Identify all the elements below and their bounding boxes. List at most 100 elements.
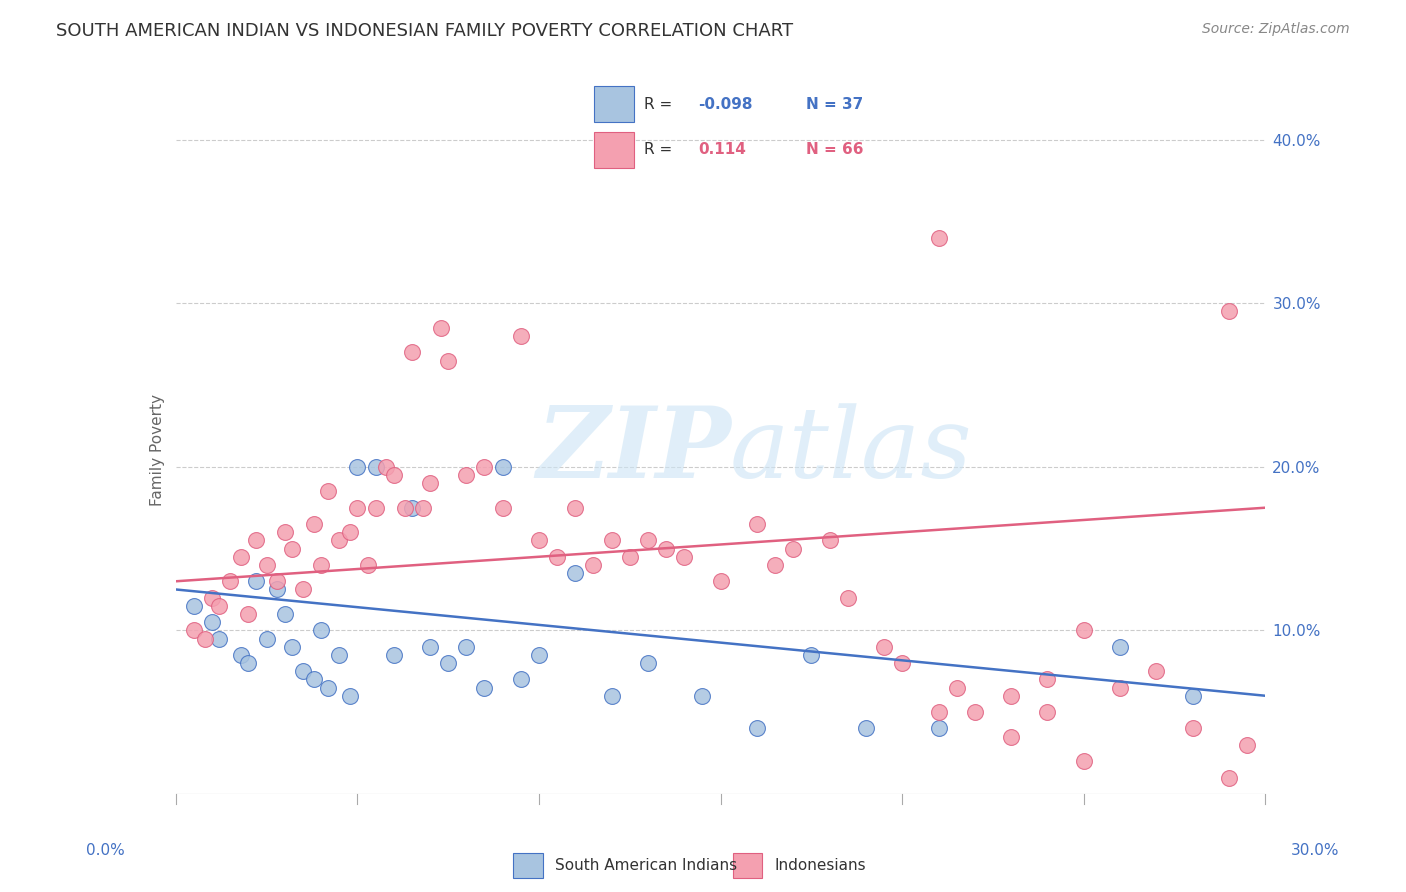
Point — [201, 615, 224, 630]
Text: R =: R = — [644, 97, 678, 112]
Point — [357, 558, 380, 572]
Point — [419, 640, 441, 654]
FancyBboxPatch shape — [733, 853, 762, 878]
Point — [564, 566, 586, 580]
Point — [1036, 673, 1059, 687]
Point — [782, 541, 804, 556]
Point — [1109, 681, 1132, 695]
Point — [492, 500, 515, 515]
Point — [401, 500, 423, 515]
Point — [437, 353, 460, 368]
Point — [1073, 624, 1095, 638]
Point — [928, 705, 950, 719]
Point — [302, 516, 325, 531]
Point — [1181, 722, 1204, 736]
Point — [339, 689, 361, 703]
Point — [1181, 689, 1204, 703]
Point — [364, 459, 387, 474]
Text: South American Indians: South American Indians — [555, 858, 738, 872]
Point — [474, 681, 496, 695]
Point — [763, 558, 786, 572]
Point — [339, 525, 361, 540]
Point — [309, 558, 332, 572]
Point — [818, 533, 841, 548]
Point — [231, 648, 253, 662]
Point — [527, 533, 550, 548]
Point — [194, 632, 217, 646]
Point — [1000, 730, 1022, 744]
Point — [963, 705, 986, 719]
Point — [456, 467, 478, 482]
Point — [1218, 771, 1240, 785]
Point — [266, 574, 288, 589]
Point — [456, 640, 478, 654]
Point — [281, 640, 304, 654]
Point — [509, 673, 531, 687]
Point — [419, 476, 441, 491]
Point — [945, 681, 967, 695]
Point — [302, 673, 325, 687]
Point — [430, 321, 453, 335]
Point — [928, 231, 950, 245]
Point — [318, 484, 340, 499]
Point — [231, 549, 253, 564]
Point — [928, 722, 950, 736]
Text: atlas: atlas — [730, 403, 973, 498]
Point — [1073, 754, 1095, 768]
Point — [183, 624, 205, 638]
Point — [266, 582, 288, 597]
Text: ZIP: ZIP — [536, 402, 731, 499]
Point — [274, 607, 297, 621]
Point — [509, 329, 531, 343]
Point — [564, 500, 586, 515]
Point — [710, 574, 733, 589]
Point — [364, 500, 387, 515]
Point — [281, 541, 304, 556]
Point — [1218, 304, 1240, 318]
Point — [401, 345, 423, 359]
Point — [1236, 738, 1258, 752]
Point — [637, 533, 659, 548]
Text: SOUTH AMERICAN INDIAN VS INDONESIAN FAMILY POVERTY CORRELATION CHART: SOUTH AMERICAN INDIAN VS INDONESIAN FAMI… — [56, 22, 793, 40]
Point — [692, 689, 714, 703]
Point — [375, 459, 398, 474]
Point — [291, 664, 314, 679]
Point — [256, 558, 278, 572]
Point — [891, 656, 914, 670]
Point — [600, 533, 623, 548]
Point — [873, 640, 896, 654]
Text: N = 37: N = 37 — [806, 97, 863, 112]
Text: Source: ZipAtlas.com: Source: ZipAtlas.com — [1202, 22, 1350, 37]
Point — [855, 722, 877, 736]
Point — [1000, 689, 1022, 703]
Point — [673, 549, 696, 564]
Y-axis label: Family Poverty: Family Poverty — [149, 394, 165, 507]
Point — [600, 689, 623, 703]
Point — [245, 533, 267, 548]
Point — [245, 574, 267, 589]
Text: 0.0%: 0.0% — [86, 843, 125, 858]
Point — [527, 648, 550, 662]
Point — [328, 648, 350, 662]
Point — [328, 533, 350, 548]
Text: 0.114: 0.114 — [699, 142, 747, 157]
Point — [1146, 664, 1168, 679]
Point — [1109, 640, 1132, 654]
Text: 30.0%: 30.0% — [1291, 843, 1339, 858]
Text: Indonesians: Indonesians — [775, 858, 866, 872]
Point — [546, 549, 568, 564]
Point — [382, 648, 405, 662]
Point — [238, 607, 260, 621]
FancyBboxPatch shape — [595, 132, 634, 168]
Point — [745, 516, 768, 531]
Text: -0.098: -0.098 — [699, 97, 752, 112]
Point — [619, 549, 641, 564]
Point — [256, 632, 278, 646]
Text: R =: R = — [644, 142, 678, 157]
Point — [346, 500, 368, 515]
Point — [637, 656, 659, 670]
Point — [382, 467, 405, 482]
Point — [437, 656, 460, 670]
Point — [582, 558, 605, 572]
Point — [318, 681, 340, 695]
